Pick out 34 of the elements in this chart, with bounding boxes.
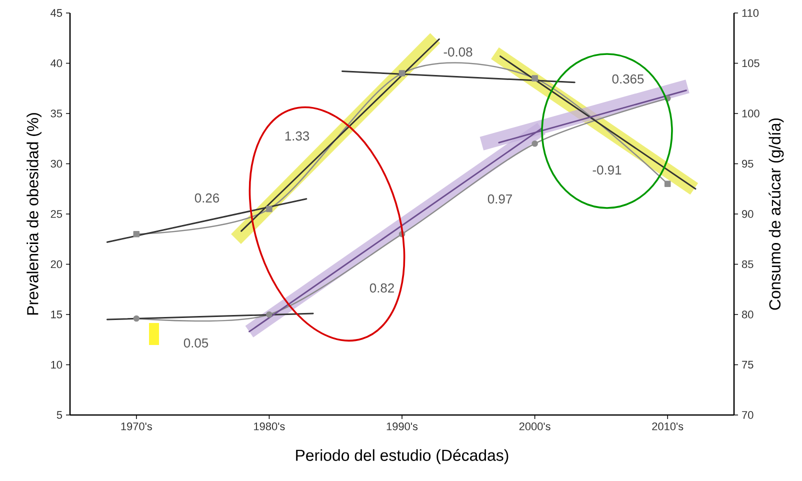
annotation: 0.365 — [612, 74, 644, 84]
annotation: 1.33 — [285, 131, 310, 141]
y2-tick-label: 90 — [742, 210, 754, 218]
y2-tick-label: 105 — [742, 59, 760, 68]
annotation: 0.26 — [194, 193, 220, 203]
x-tick-label: 1980's — [254, 422, 285, 430]
y-tick-label: 15 — [51, 310, 62, 318]
y-tick-label: 5 — [56, 411, 62, 419]
y2-axis-title: Consumo de azúcar (g/día) — [768, 118, 784, 310]
annotation: -0.08 — [444, 47, 472, 57]
y-tick-label: 10 — [51, 360, 62, 369]
x-axis-title: Periodo del estudio (Décadas) — [296, 449, 508, 464]
x-tick-label: 1970's — [121, 422, 152, 430]
y2-tick-label: 75 — [742, 360, 754, 369]
x-tick-label: 2000's — [519, 422, 550, 430]
y-tick-label: 30 — [50, 160, 62, 168]
y-tick-label: 25 — [50, 210, 62, 218]
annotation: 0.97 — [488, 194, 512, 204]
y2-tick-label: 80 — [742, 310, 754, 318]
x-tick-label: 2010's — [652, 422, 684, 430]
y2-tick-label: 95 — [742, 160, 754, 168]
y-tick-label: 20 — [50, 260, 62, 268]
y-axis-title: Prevalencia de obesidad (%) — [26, 113, 42, 315]
y2-tick-label: 85 — [742, 260, 754, 268]
annotation: 0.82 — [370, 283, 394, 293]
y-tick-label: 45 — [50, 9, 62, 17]
y2-tick-label: 110 — [742, 9, 759, 17]
annotation: -0.91 — [592, 165, 622, 175]
annotation: 0.05 — [184, 338, 208, 348]
y2-tick-label: 100 — [742, 110, 760, 118]
x-tick-label: 1990's — [386, 422, 418, 430]
y-tick-label: 40 — [50, 59, 62, 68]
y2-tick-label: 70 — [742, 411, 754, 419]
y-tick-label: 35 — [50, 110, 62, 118]
